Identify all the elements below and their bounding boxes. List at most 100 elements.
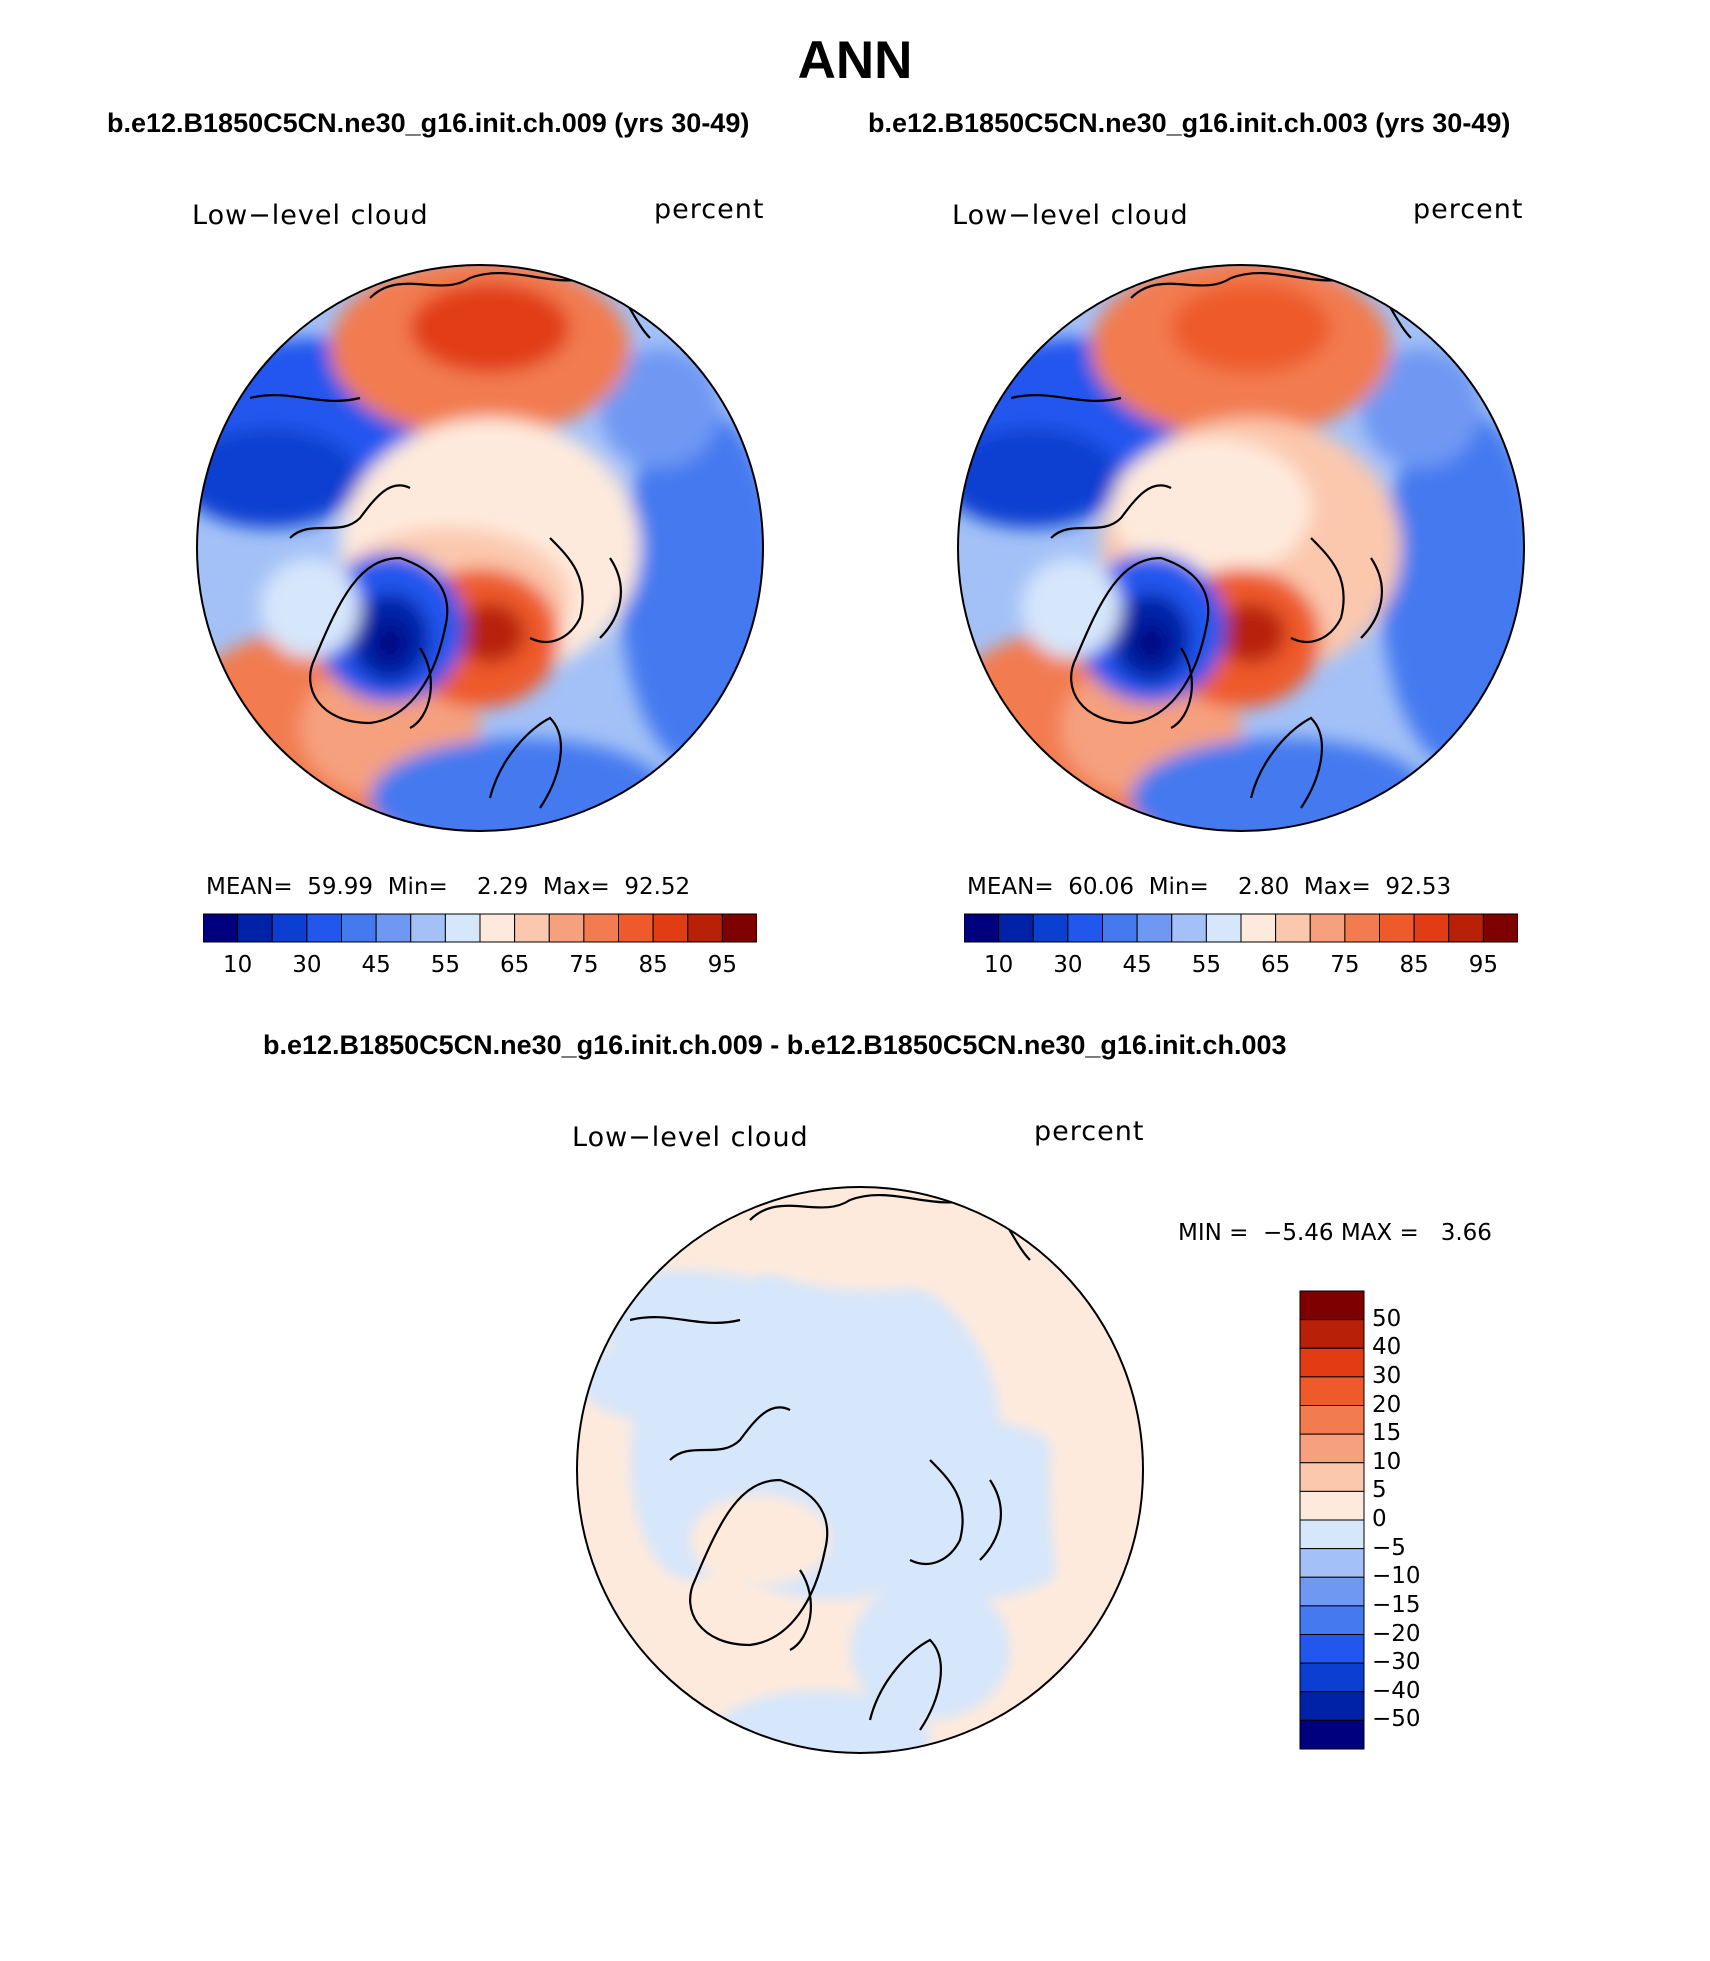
- mean-label: MEAN=: [967, 874, 1054, 900]
- panel3-units: percent: [1034, 1116, 1145, 1147]
- colorbar-swatch: [1032, 913, 1069, 943]
- max-label: Max=: [542, 874, 610, 900]
- colorbar-tick-label: −50: [1372, 1706, 1421, 1733]
- min-value: 2.80: [1238, 874, 1290, 900]
- colorbar-swatch: [1299, 1605, 1365, 1636]
- colorbar-tick-label: 0: [1372, 1506, 1387, 1532]
- max-value: 92.52: [624, 874, 691, 900]
- colorbar-swatch: [1379, 913, 1415, 943]
- colorbar-swatch: [583, 913, 620, 943]
- mean-value: 60.06: [1068, 874, 1135, 900]
- colorbar-swatch: [1344, 913, 1381, 943]
- colorbar-tick-label: 55: [1191, 952, 1222, 978]
- colorbar-swatch: [1413, 913, 1450, 943]
- colorbar-swatch: [1067, 913, 1104, 943]
- colorbar-tick-label: 95: [1468, 952, 1499, 978]
- colorbar-tick-label: −10: [1372, 1563, 1421, 1590]
- colorbar-tick-label: 30: [292, 952, 322, 978]
- max-label: MAX =: [1340, 1220, 1419, 1246]
- colorbar-case2: [964, 913, 1518, 943]
- case-title-right: b.e12.B1850C5CN.ne30_g16.init.ch.003 (yr…: [868, 108, 1511, 138]
- colorbar-tick-label: 45: [1122, 952, 1152, 978]
- max-value: 92.53: [1385, 874, 1452, 900]
- min-label: MIN =: [1178, 1220, 1249, 1246]
- colorbar-swatch: [1299, 1433, 1365, 1464]
- panel2-stats: MEAN= 60.06 Min= 2.80 Max= 92.53: [967, 874, 1451, 900]
- colorbar-swatch: [1299, 1634, 1365, 1664]
- colorbar-swatch: [1299, 1319, 1365, 1349]
- colorbar-tick-label: 30: [1372, 1362, 1402, 1389]
- panel1-stats: MEAN= 59.99 Min= 2.29 Max= 92.52: [206, 874, 690, 900]
- colorbar-swatch: [1136, 913, 1173, 943]
- colorbar-swatch: [1299, 1490, 1365, 1521]
- colorbar-tick-label: 95: [707, 952, 738, 978]
- colorbar-swatch: [1299, 1290, 1365, 1321]
- colorbar-swatch: [479, 913, 516, 943]
- colorbar-swatch: [652, 913, 689, 943]
- panel2-variable: Low−level cloud: [952, 200, 1189, 231]
- colorbar-swatch: [1299, 1691, 1365, 1721]
- colorbar-tick-label: 50: [1372, 1305, 1402, 1332]
- min-label: Min=: [1148, 874, 1209, 900]
- colorbar-tick-label: 10: [1372, 1448, 1402, 1475]
- colorbar-tick-label: 55: [430, 952, 461, 978]
- colorbar-swatch: [375, 913, 412, 943]
- colorbar-tick-label: −30: [1372, 1649, 1421, 1676]
- colorbar-swatch: [1299, 1519, 1365, 1550]
- colorbar-swatch: [1299, 1576, 1365, 1607]
- colorbar-tick-label: 75: [1330, 952, 1360, 978]
- figure-title: ANN: [797, 31, 913, 90]
- colorbar-difference: [1299, 1290, 1365, 1750]
- colorbar-case1: [203, 913, 757, 943]
- min-value: −5.46: [1263, 1220, 1334, 1246]
- colorbar-swatch: [1205, 913, 1242, 943]
- colorbar-swatch: [721, 913, 757, 943]
- colorbar-tick-label: 85: [638, 952, 668, 978]
- colorbar-tick-label: 20: [1372, 1391, 1402, 1418]
- colorbar-swatch: [1309, 913, 1346, 943]
- colorbar-tick-label: 5: [1372, 1477, 1387, 1504]
- colorbar-tick-label: −15: [1372, 1591, 1421, 1618]
- colorbar-swatch: [306, 913, 343, 943]
- colorbar-swatch: [1448, 913, 1484, 943]
- colorbar-swatch: [687, 913, 723, 943]
- colorbar-swatch: [271, 913, 308, 943]
- colorbar-swatch: [410, 913, 446, 943]
- colorbar-swatch: [998, 913, 1034, 943]
- colorbar-swatch: [548, 913, 585, 943]
- min-label: Min=: [387, 874, 448, 900]
- mean-label: MEAN=: [206, 874, 293, 900]
- colorbar-swatch: [1482, 913, 1518, 943]
- colorbar-swatch: [1299, 1662, 1365, 1693]
- colorbar-swatch: [1171, 913, 1207, 943]
- colorbar-swatch: [1299, 1347, 1365, 1378]
- colorbar-swatch: [1240, 913, 1277, 943]
- colorbar-swatch: [964, 913, 1000, 943]
- colorbar-tick-label: 75: [569, 952, 599, 978]
- colorbar-swatch: [1299, 1405, 1365, 1435]
- polar-map-case2: [957, 264, 1525, 832]
- colorbar-swatch: [1275, 913, 1311, 943]
- colorbar-tick-label: 45: [361, 952, 391, 978]
- colorbar-swatch: [1102, 913, 1138, 943]
- panel1-variable: Low−level cloud: [192, 200, 429, 231]
- colorbar-swatch: [341, 913, 377, 943]
- colorbar-tick-label: 10: [983, 952, 1014, 978]
- colorbar-tick-label: 10: [222, 952, 253, 978]
- colorbar-case2-ticks: 10 30 45 55 65 75 85 95: [964, 952, 1518, 982]
- panel3-variable: Low−level cloud: [572, 1122, 809, 1153]
- case-title-diff: b.e12.B1850C5CN.ne30_g16.init.ch.009 - b…: [263, 1030, 1287, 1060]
- colorbar-swatch: [1299, 1548, 1365, 1578]
- colorbar-tick-label: −20: [1372, 1620, 1421, 1647]
- colorbar-tick-label: 30: [1053, 952, 1083, 978]
- colorbar-swatch: [203, 913, 239, 943]
- panel2-units: percent: [1413, 194, 1524, 225]
- panel3-stats: MIN = −5.46 MAX = 3.66: [1178, 1220, 1492, 1246]
- panel1-units: percent: [654, 194, 765, 225]
- polar-map-difference: [576, 1186, 1144, 1754]
- colorbar-tick-label: 65: [499, 952, 530, 978]
- min-value: 2.29: [477, 874, 529, 900]
- colorbar-swatch: [1299, 1462, 1365, 1492]
- mean-value: 59.99: [307, 874, 374, 900]
- colorbar-swatch: [237, 913, 273, 943]
